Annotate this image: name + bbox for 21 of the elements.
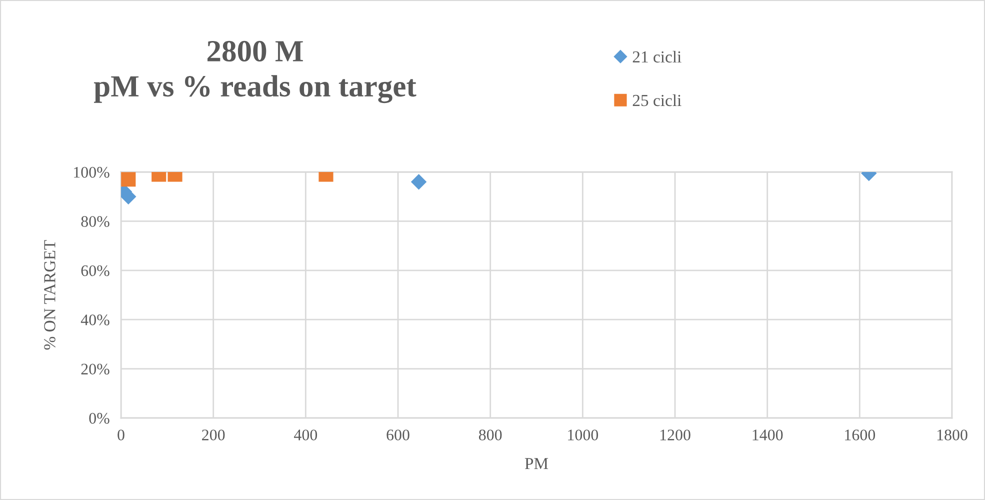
y-tick-label: 0% — [89, 412, 110, 424]
y-tick-label: 40% — [80, 314, 110, 326]
x-tick-label: 1600 — [845, 430, 876, 440]
x-tick-label: 800 — [478, 430, 502, 440]
y-tick-label: 20% — [81, 364, 110, 375]
legend-label: 21 cicli — [632, 50, 682, 63]
x-tick-label: 0 — [118, 430, 124, 440]
chart-title: 2800 M pM vs % reads on target — [94, 40, 416, 104]
legend-label: 25 cicli — [632, 94, 682, 106]
x-tick-label: 1200 — [660, 430, 690, 440]
x-tick-label: 1400 — [752, 430, 783, 440]
y-tick-label: 60% — [81, 265, 110, 276]
x-tick-label: 200 — [202, 430, 225, 440]
x-tick-label: 1800 — [937, 430, 968, 440]
y-tick-label: 80% — [81, 216, 110, 227]
x-axis-title: PM — [524, 458, 548, 470]
y-axis-title: % ON TARGET — [44, 240, 56, 350]
y-tick-label: 100% — [74, 166, 110, 178]
x-tick-label: 1000 — [568, 430, 598, 440]
x-tick-label: 600 — [386, 430, 410, 440]
x-tick-label: 400 — [294, 430, 318, 440]
